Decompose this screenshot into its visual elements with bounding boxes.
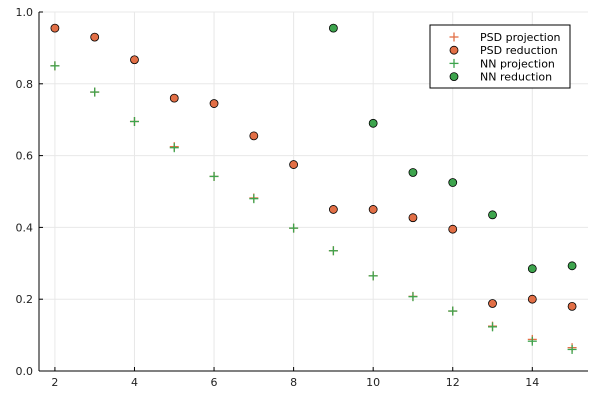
axes: [38, 12, 588, 372]
psd-reduction-point: [249, 131, 259, 141]
legend-label-nn-reduction: NN reduction: [480, 71, 552, 84]
legend-marker-psd-projection: [449, 32, 459, 42]
psd-reduction-point: [169, 93, 179, 103]
psd-reduction-point: [209, 99, 219, 108]
y-tick-label: 0.0: [16, 365, 34, 378]
nn-reduction-point: [527, 264, 537, 274]
psd-reduction-point: [90, 32, 100, 42]
legend-marker-nn-projection: [449, 58, 459, 68]
nn-projection-point: [50, 61, 60, 71]
y-tick-label: 1.0: [16, 6, 34, 19]
legend-marker-nn-reduction: [449, 72, 459, 81]
nn-projection-point: [249, 194, 259, 204]
y-tick-label: 0.2: [16, 293, 34, 306]
nn-projection-point: [129, 116, 139, 126]
nn-projection-point: [209, 171, 219, 181]
x-tick-label: 10: [366, 376, 380, 389]
nn-reduction-point: [567, 261, 577, 271]
nn-projection-point: [448, 306, 458, 316]
nn-reduction-point: [448, 178, 458, 187]
psd-reduction-point: [408, 213, 418, 223]
nn-projection-point: [567, 344, 577, 354]
nn-projection-point: [169, 143, 179, 153]
nn-projection-point: [527, 336, 537, 346]
nn-projection-point: [488, 322, 498, 332]
y-tick-label: 0.6: [16, 150, 34, 163]
nn-projection-point: [289, 223, 299, 233]
x-tick-label: 8: [290, 376, 297, 389]
x-tick-label: 12: [446, 376, 460, 389]
nn-reduction-point: [328, 23, 338, 33]
psd-reduction-point: [289, 160, 299, 169]
y-tick-label: 0.8: [16, 78, 34, 91]
nn-reduction-point: [368, 118, 378, 128]
psd-reduction-point: [328, 205, 338, 214]
psd-reduction-point: [448, 224, 458, 234]
nn-reduction-point: [408, 168, 418, 177]
data-points: [50, 23, 577, 354]
tick-labels: 2 4 6 8 10 12 14 0.0 0.2 0.4 0.6 0.8 1.0: [16, 6, 540, 389]
x-tick-label: 2: [51, 376, 58, 389]
psd-reduction-point: [130, 55, 139, 65]
legend-label-psd-projection: PSD projection: [480, 31, 561, 44]
psd-reduction-point: [567, 301, 577, 311]
x-tick-label: 14: [525, 376, 539, 389]
nn-projection-point: [408, 292, 418, 302]
psd-reduction-point: [527, 294, 537, 304]
x-tick-label: 6: [211, 376, 218, 389]
nn-projection-point: [368, 271, 378, 281]
legend-label-psd-reduction: PSD reduction: [480, 44, 558, 57]
psd-reduction-point: [50, 23, 60, 33]
nn-projection-point: [90, 87, 100, 97]
nn-reduction-point: [488, 210, 497, 220]
psd-reduction-point: [488, 299, 497, 308]
x-tick-label: 4: [131, 376, 138, 389]
legend-label-nn-projection: NN projection: [480, 57, 555, 70]
y-tick-label: 0.4: [16, 221, 34, 234]
psd-reduction-point: [368, 205, 378, 214]
nn-projection-point: [328, 246, 338, 256]
legend-marker-psd-reduction: [449, 45, 459, 55]
